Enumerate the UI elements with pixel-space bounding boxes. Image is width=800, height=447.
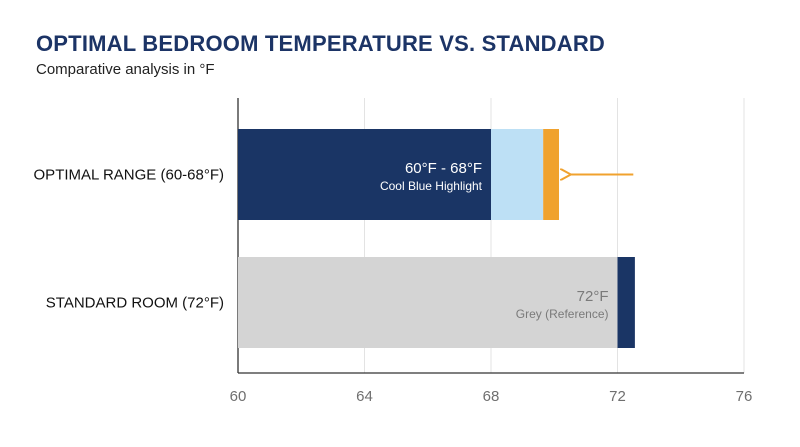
bar-data-sublabel: Cool Blue Highlight bbox=[380, 179, 483, 193]
bar-segment bbox=[491, 129, 544, 220]
bar-segment bbox=[238, 257, 618, 348]
bar-data-label: 60°F - 68°F bbox=[405, 160, 482, 177]
x-tick-label: 68 bbox=[483, 388, 500, 405]
x-tick-label: 60 bbox=[230, 388, 247, 405]
x-tick-label: 64 bbox=[356, 388, 373, 405]
category-label: STANDARD ROOM (72°F) bbox=[46, 295, 224, 312]
bar-data-label: 72°F bbox=[577, 288, 609, 305]
bar-segment bbox=[238, 129, 491, 220]
x-tick-label: 76 bbox=[736, 388, 753, 405]
bar-segment bbox=[543, 129, 559, 220]
bar-data-sublabel: Grey (Reference) bbox=[516, 307, 609, 321]
chart-subtitle: Comparative analysis in °F bbox=[36, 61, 215, 78]
category-label: OPTIMAL RANGE (60-68°F) bbox=[34, 167, 224, 184]
chart-title: OPTIMAL BEDROOM TEMPERATURE VS. STANDARD bbox=[36, 31, 606, 56]
x-tick-label: 72 bbox=[609, 388, 626, 405]
bar-segment bbox=[617, 257, 635, 348]
